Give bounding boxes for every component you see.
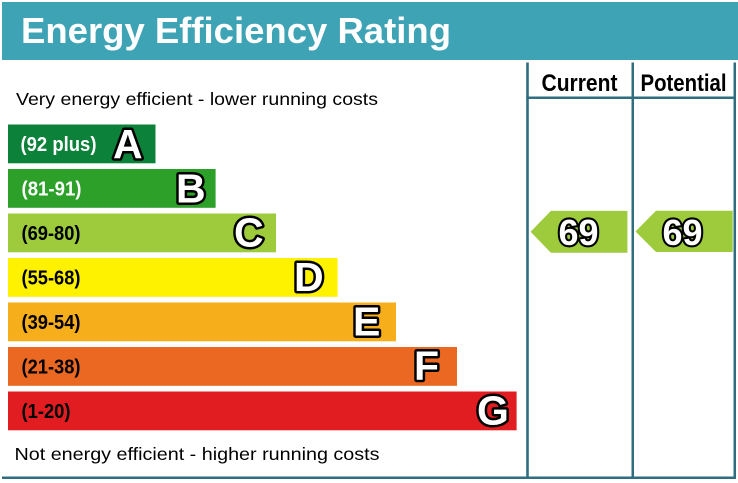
- svg-text:(81-91): (81-91): [22, 179, 82, 201]
- svg-text:69: 69: [558, 212, 598, 253]
- svg-text:Not energy efficient - higher: Not energy efficient - higher running co…: [15, 444, 380, 464]
- svg-text:B: B: [176, 166, 206, 212]
- svg-text:C: C: [234, 210, 264, 256]
- svg-text:(1-20): (1-20): [22, 401, 71, 423]
- svg-text:(92 plus): (92 plus): [21, 134, 97, 156]
- svg-text:(69-80): (69-80): [22, 223, 81, 245]
- svg-text:E: E: [353, 299, 380, 345]
- svg-text:69: 69: [662, 212, 702, 253]
- svg-text:Very energy efficient - lower: Very energy efficient - lower running co…: [16, 89, 378, 109]
- svg-text:F: F: [414, 343, 439, 389]
- svg-text:A: A: [113, 121, 143, 167]
- svg-text:Current: Current: [542, 70, 618, 97]
- svg-text:(55-68): (55-68): [22, 267, 81, 289]
- svg-text:(21-38): (21-38): [22, 356, 81, 378]
- svg-text:69: 69: [662, 212, 702, 253]
- svg-text:D: D: [294, 254, 324, 300]
- svg-text:(39-54): (39-54): [22, 312, 81, 334]
- svg-text:Potential: Potential: [641, 70, 727, 97]
- svg-text:G: G: [477, 388, 509, 434]
- svg-text:Energy Efficiency Rating: Energy Efficiency Rating: [21, 10, 451, 51]
- svg-text:69: 69: [558, 212, 598, 253]
